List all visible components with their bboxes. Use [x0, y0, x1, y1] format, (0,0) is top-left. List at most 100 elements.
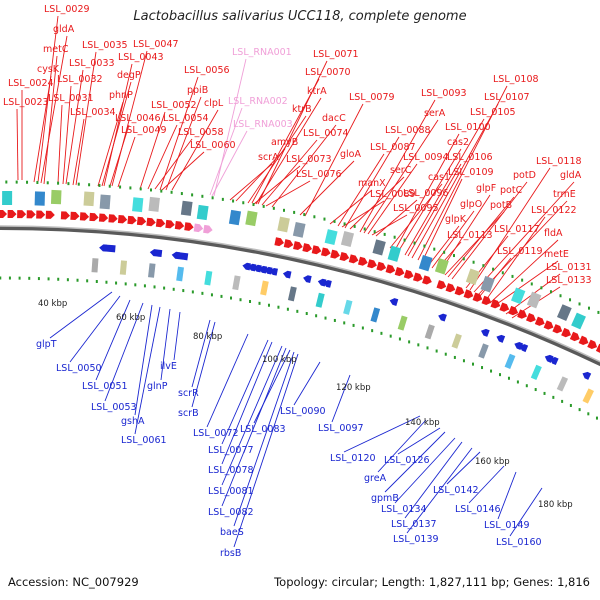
forward-gene-arrow[interactable] [117, 214, 128, 224]
gene-label[interactable]: gloA [340, 149, 361, 160]
reverse-gene-arrow[interactable] [322, 279, 332, 288]
gene-label[interactable]: LSL_0072 [193, 428, 239, 439]
gene-label[interactable]: LSL_0031 [48, 93, 94, 104]
gene-label[interactable]: LSL_0023 [3, 97, 49, 108]
gene-label[interactable]: LSL_0033 [69, 58, 115, 69]
reverse-gene-arrow[interactable] [263, 266, 273, 275]
forward-gene-arrow[interactable] [174, 220, 185, 230]
gene-label[interactable]: glpO [460, 199, 482, 210]
gene-label[interactable]: ktrA [307, 86, 327, 97]
gene-label[interactable]: metC [43, 44, 69, 55]
gene-label[interactable]: LSL_0081 [208, 486, 254, 497]
gene-label[interactable]: LSL_0106 [447, 152, 493, 163]
reverse-gene-arrow[interactable] [153, 249, 163, 258]
gene-label[interactable]: LSL_0052 [151, 100, 197, 111]
gene-label[interactable]: rbsB [220, 548, 241, 559]
gene-label[interactable]: LSL_0054 [163, 113, 209, 124]
forward-gene-arrow[interactable] [394, 267, 406, 277]
gene-label[interactable]: scrB [178, 408, 199, 419]
gene-label[interactable]: LSL_0035 [82, 40, 128, 51]
forward-gene-arrow[interactable] [45, 210, 55, 219]
gene-label[interactable]: LSL_0083 [240, 424, 286, 435]
reverse-gene-arrow[interactable] [495, 333, 506, 343]
gene-label[interactable]: LSL_0105 [470, 107, 516, 118]
gene-label[interactable]: LSL_0078 [208, 465, 254, 476]
gene-label[interactable]: LSL_0131 [546, 262, 592, 273]
gene-label[interactable]: LSL_0056 [184, 65, 230, 76]
forward-gene-arrow[interactable] [60, 211, 70, 220]
forward-gene-arrow[interactable] [17, 210, 27, 219]
gene-label[interactable]: degP [117, 70, 141, 81]
gene-label[interactable]: LSL_0034 [70, 107, 116, 118]
gene-label[interactable]: serA [424, 108, 446, 119]
gene-label[interactable]: LSL_0070 [305, 67, 351, 78]
gene-label[interactable]: LSL_0071 [313, 49, 359, 60]
gene-label[interactable]: LSL_0107 [484, 92, 530, 103]
gene-label[interactable]: LSL_0120 [330, 453, 376, 464]
reverse-gene-arrow[interactable] [179, 252, 189, 261]
gene-label[interactable]: greA [364, 473, 387, 484]
forward-gene-arrow[interactable] [184, 222, 194, 231]
gene-label[interactable]: trmE [553, 189, 576, 200]
gene-label[interactable]: gpmB [371, 493, 399, 504]
forward-gene-arrow[interactable] [127, 215, 137, 225]
gene-label[interactable]: LSL_0046 [115, 113, 161, 124]
gene-label[interactable]: LSL_0109 [448, 167, 494, 178]
forward-gene-arrow[interactable] [36, 210, 46, 219]
gene-label[interactable]: glpT [36, 339, 57, 350]
gene-label[interactable]: LSL_0087 [370, 142, 416, 153]
forward-gene-arrow[interactable] [0, 209, 8, 219]
gene-label[interactable]: glpF [476, 183, 496, 194]
forward-gene-arrow[interactable] [534, 316, 546, 328]
reverse-gene-arrow[interactable] [518, 343, 529, 353]
forward-gene-arrow[interactable] [274, 237, 285, 247]
gene-label[interactable]: LSL_0050 [56, 363, 102, 374]
reverse-gene-arrow[interactable] [389, 297, 399, 306]
gene-label[interactable]: LSL_0100 [445, 122, 491, 133]
gene-label[interactable]: glnP [147, 381, 168, 392]
gene-label[interactable]: gshA [121, 416, 145, 427]
reverse-gene-arrow[interactable] [107, 245, 116, 253]
reverse-gene-arrow[interactable] [581, 370, 592, 380]
forward-gene-arrow[interactable] [26, 210, 36, 219]
forward-gene-arrow[interactable] [595, 343, 600, 355]
gene-label[interactable]: ilvE [160, 361, 177, 372]
forward-gene-arrow[interactable] [481, 295, 493, 307]
forward-gene-arrow[interactable] [70, 211, 80, 221]
gene-label[interactable]: LSL_0117 [494, 224, 540, 235]
gene-label[interactable]: potC [500, 185, 523, 196]
forward-gene-arrow[interactable] [146, 217, 156, 227]
gene-label[interactable]: dacC [322, 113, 346, 124]
forward-gene-arrow[interactable] [561, 327, 572, 339]
gene-label[interactable]: phnP [109, 90, 133, 101]
reverse-gene-arrow[interactable] [437, 312, 447, 322]
gene-label[interactable]: LSL_0096 [403, 188, 449, 199]
forward-gene-arrow[interactable] [155, 218, 166, 228]
reverse-gene-arrow[interactable] [253, 264, 262, 273]
gene-label[interactable]: LSL_0126 [384, 455, 430, 466]
gene-label[interactable]: LSL_0160 [496, 537, 542, 548]
gene-label[interactable]: LSL_0079 [349, 92, 395, 103]
gene-label[interactable]: LSL_0094 [403, 152, 449, 163]
forward-gene-arrow[interactable] [293, 241, 303, 251]
gene-label[interactable]: LSL_0024 [8, 78, 54, 89]
forward-gene-arrow[interactable] [385, 264, 397, 274]
forward-gene-arrow[interactable] [376, 261, 387, 272]
reverse-gene-arrow[interactable] [282, 270, 292, 279]
forward-gene-arrow[interactable] [578, 335, 591, 347]
reverse-gene-arrow[interactable] [258, 265, 268, 274]
forward-gene-arrow[interactable] [357, 256, 369, 267]
gene-label[interactable]: LSL_RNA002 [228, 96, 288, 107]
reverse-gene-arrow[interactable] [317, 278, 327, 287]
gene-label[interactable]: baeS [220, 527, 244, 538]
gene-label[interactable]: ktrB [292, 104, 312, 115]
gene-label[interactable]: serC [390, 165, 412, 176]
gene-label[interactable]: LSL_0097 [318, 423, 364, 434]
gene-label[interactable]: LSL_0090 [280, 406, 326, 417]
forward-gene-arrow[interactable] [436, 280, 447, 290]
gene-label[interactable]: LSL_0032 [57, 74, 103, 85]
gene-label[interactable]: LSL_0089 [370, 189, 416, 200]
gene-label[interactable]: LSL_0043 [118, 52, 164, 63]
forward-gene-arrow[interactable] [108, 214, 118, 223]
forward-gene-arrow[interactable] [302, 243, 313, 253]
